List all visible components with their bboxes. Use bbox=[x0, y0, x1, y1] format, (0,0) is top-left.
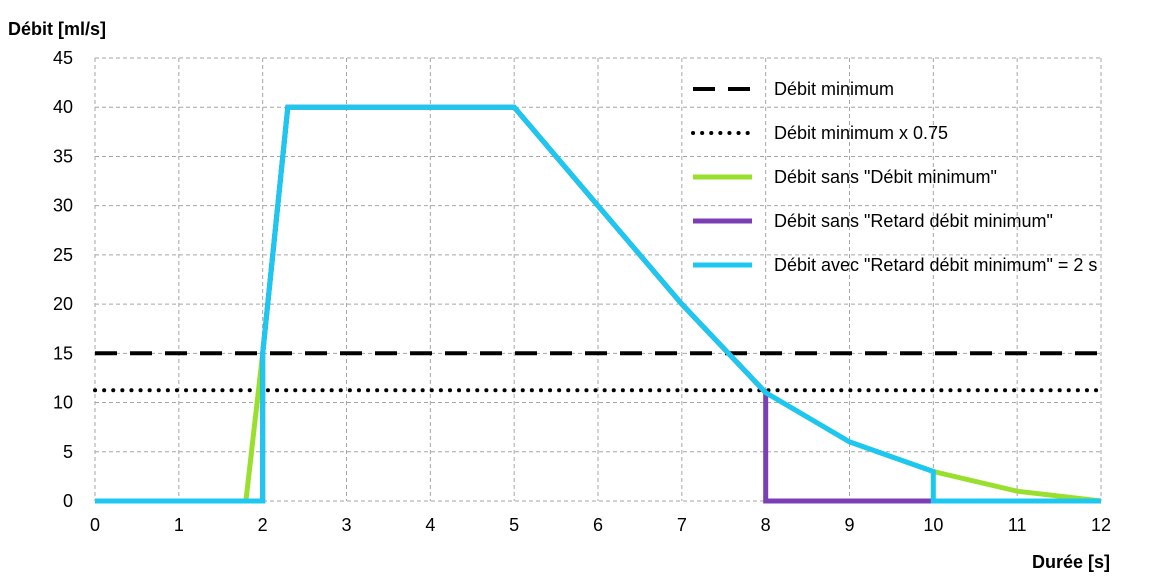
grid bbox=[94, 57, 1102, 502]
y-tick-label: 0 bbox=[63, 491, 73, 511]
legend-label: Débit avec "Retard débit minimum" = 2 s bbox=[774, 255, 1097, 275]
x-tick-label: 6 bbox=[593, 515, 603, 535]
y-tick-label: 15 bbox=[53, 343, 73, 363]
x-tick-label: 2 bbox=[258, 515, 268, 535]
x-tick-label: 0 bbox=[90, 515, 100, 535]
y-tick-label: 30 bbox=[53, 196, 73, 216]
y-axis-ticks: 0 5 10 15 20 25 30 35 40 45 bbox=[53, 48, 73, 511]
y-tick-label: 40 bbox=[53, 97, 73, 117]
x-tick-label: 12 bbox=[1091, 515, 1111, 535]
x-tick-label: 9 bbox=[844, 515, 854, 535]
x-tick-label: 5 bbox=[509, 515, 519, 535]
x-tick-label: 7 bbox=[677, 515, 687, 535]
y-tick-label: 25 bbox=[53, 245, 73, 265]
x-tick-label: 10 bbox=[923, 515, 943, 535]
legend-label: Débit sans "Débit minimum" bbox=[774, 167, 997, 187]
x-tick-label: 11 bbox=[1008, 515, 1027, 535]
x-axis-title: Durée [s] bbox=[1032, 552, 1110, 572]
legend-label: Débit minimum bbox=[774, 79, 894, 99]
legend-label: Débit sans "Retard débit minimum" bbox=[774, 211, 1053, 231]
x-tick-label: 3 bbox=[341, 515, 351, 535]
x-tick-label: 1 bbox=[174, 515, 184, 535]
y-axis-title: Débit [ml/s] bbox=[8, 19, 106, 39]
legend-label: Débit minimum x 0.75 bbox=[774, 123, 948, 143]
legend: Débit minimum Débit minimum x 0.75 Débit s… bbox=[691, 79, 1097, 275]
y-tick-label: 20 bbox=[53, 294, 73, 314]
y-tick-label: 35 bbox=[53, 146, 73, 166]
series-line-5 bbox=[95, 104, 1101, 504]
y-tick-label: 10 bbox=[53, 393, 73, 413]
y-tick-label: 5 bbox=[63, 442, 73, 462]
x-tick-label: 4 bbox=[425, 515, 435, 535]
x-tick-label: 8 bbox=[761, 515, 771, 535]
x-axis-ticks: 0 1 2 3 4 5 6 7 8 9 10 11 12 bbox=[90, 515, 1111, 535]
y-tick-label: 45 bbox=[53, 48, 73, 68]
series-lines bbox=[93, 104, 1103, 504]
